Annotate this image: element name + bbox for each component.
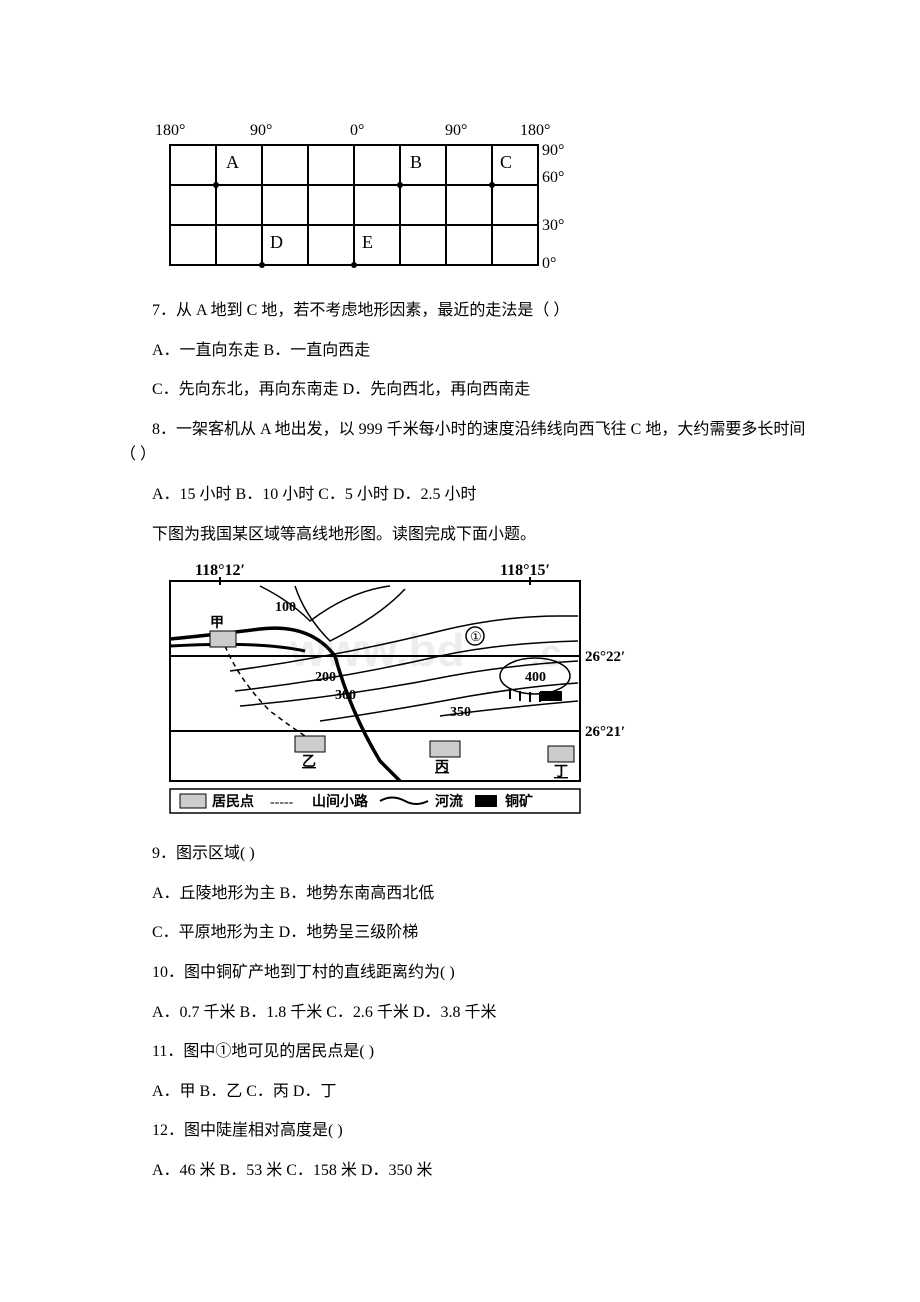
svg-text:350: 350	[450, 705, 471, 720]
lat-top: 26°22′	[585, 649, 625, 665]
q9-stem: 9．图示区域( )	[120, 841, 820, 867]
cell-A: A	[226, 152, 239, 172]
q9-opts-1: A．丘陵地形为主 B．地势东南高西北低	[120, 881, 820, 907]
q10-stem: 10．图中铜矿产地到丁村的直线距离约为( )	[120, 960, 820, 986]
figure-contour-map: www.bd .c 118°12′ 118°15′ 26°22′ 26°21′	[140, 561, 640, 821]
lon-label: 180°	[520, 122, 550, 139]
cell-D: D	[270, 232, 283, 252]
lat-label: 30°	[542, 217, 564, 234]
svg-text:甲: 甲	[210, 615, 224, 631]
q8-stem: 8．一架客机从 A 地出发，以 999 千米每小时的速度沿纬线向西飞往 C 地，…	[120, 417, 820, 468]
svg-text:丙: 丙	[435, 759, 449, 775]
lat-label: 90°	[542, 142, 564, 159]
q12-stem: 12．图中陡崖相对高度是( )	[120, 1118, 820, 1144]
lon-label: 90°	[250, 122, 272, 139]
lon-label: 90°	[445, 122, 467, 139]
lon-right: 118°15′	[500, 562, 550, 579]
svg-text:乙: 乙	[302, 754, 316, 770]
q11-opts: A．甲 B．乙 C．丙 D．丁	[120, 1079, 820, 1105]
q10-opts: A．0.7 千米 B．1.8 千米 C．2.6 千米 D．3.8 千米	[120, 1000, 820, 1026]
lat-bot: 26°21′	[585, 724, 625, 740]
q7-stem: 7．从 A 地到 C 地，若不考虑地形因素，最近的走法是（ ）	[120, 298, 820, 324]
lon-label: 0°	[350, 122, 364, 139]
svg-text:居民点: 居民点	[212, 793, 254, 810]
svg-text:①: ①	[470, 629, 482, 644]
svg-text:铜矿: 铜矿	[505, 793, 533, 810]
svg-text:山间小路: 山间小路	[312, 793, 369, 810]
cell-B: B	[410, 152, 422, 172]
svg-text:200: 200	[315, 670, 336, 685]
q8-opts: A．15 小时 B．10 小时 C．5 小时 D．2.5 小时	[120, 482, 820, 508]
cell-E: E	[362, 232, 373, 252]
svg-text:丁: 丁	[554, 765, 568, 780]
figure-grid-map: 180° 90° 0° 90° 180° 90° 60° 30° 0° A B …	[140, 120, 570, 280]
q9-opts-2: C．平原地形为主 D．地势呈三级阶梯	[120, 920, 820, 946]
watermark: .c	[530, 633, 562, 675]
q11-stem: 11．图中①地可见的居民点是( )	[120, 1039, 820, 1065]
q7-opts-1: A．一直向东走 B．一直向西走	[120, 338, 820, 364]
cell-C: C	[500, 152, 512, 172]
lat-label: 60°	[542, 169, 564, 186]
svg-text:100: 100	[275, 600, 296, 615]
lon-label: 180°	[155, 122, 185, 139]
svg-text:300: 300	[335, 688, 356, 703]
lat-label: 0°	[542, 255, 556, 272]
intro-2: 下图为我国某区域等高线地形图。读图完成下面小题。	[120, 522, 820, 548]
svg-text:400: 400	[525, 670, 546, 685]
svg-text:-----: -----	[270, 795, 294, 810]
lon-left: 118°12′	[195, 562, 245, 579]
q7-opts-2: C．先向东北，再向东南走 D．先向西北，再向西南走	[120, 377, 820, 403]
svg-text:河流: 河流	[435, 793, 463, 810]
q12-opts: A．46 米 B．53 米 C．158 米 D．350 米	[120, 1158, 820, 1184]
